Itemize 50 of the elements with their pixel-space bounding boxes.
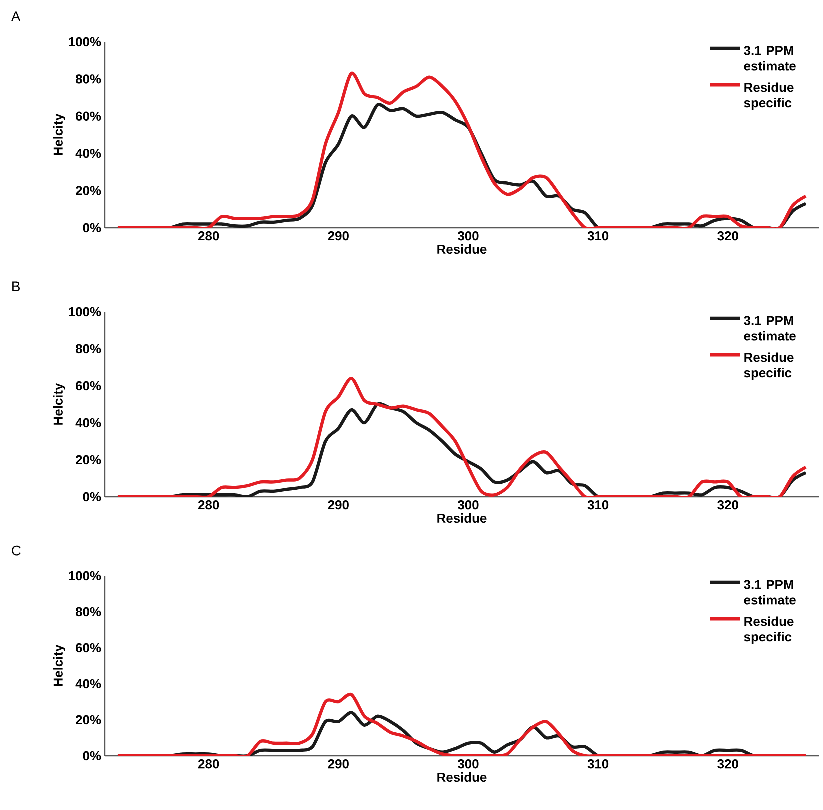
y-tick-label: 0%: [83, 492, 102, 502]
x-tick-label: 280: [198, 500, 220, 510]
legend-label: Residue specific: [744, 616, 794, 644]
x-axis-title: Residue: [438, 244, 487, 254]
x-axis-title: Residue: [438, 772, 487, 782]
x-tick-label: 300: [458, 760, 479, 769]
x-tick-label: 300: [458, 500, 479, 510]
legend-label: 3.1 PPM estimate: [744, 316, 796, 341]
x-tick-label: 280: [198, 760, 220, 769]
y-tick-label: 60%: [76, 381, 102, 391]
y-tick-label: 20%: [76, 455, 102, 465]
chart-title: A: [11, 12, 21, 22]
x-axis-title: Residue: [438, 514, 487, 524]
y-tick-label: 0%: [83, 223, 102, 233]
y-tick-label: 40%: [76, 149, 102, 158]
legend-label: Residue specific: [744, 82, 794, 110]
x-tick-label: 320: [718, 760, 738, 769]
x-tick-label: 320: [718, 500, 738, 510]
y-axis-title: Helcity: [53, 114, 66, 156]
x-tick-label: 300: [458, 232, 479, 241]
y-tick-label: 100%: [69, 571, 102, 581]
y-tick-label: 40%: [76, 679, 102, 689]
y-tick-label: 80%: [76, 74, 102, 84]
y-tick-label: 0%: [83, 751, 102, 761]
line-series: [116, 72, 808, 228]
y-tick-label: 20%: [76, 186, 102, 196]
x-tick-label: 290: [328, 232, 349, 241]
legend-label: 3.1 PPM estimate: [744, 580, 796, 605]
x-tick-label: 290: [328, 760, 349, 769]
line-series: [116, 693, 808, 756]
chart-title: B: [12, 282, 20, 292]
y-tick-label: 80%: [76, 344, 102, 354]
x-tick-label: 290: [328, 500, 349, 510]
y-tick-label: 60%: [76, 112, 102, 121]
x-tick-label: 320: [718, 232, 738, 241]
chart-title: C: [12, 546, 21, 556]
y-tick-label: 40%: [76, 418, 102, 428]
y-axis-title: Helcity: [53, 644, 66, 686]
y-tick-label: 20%: [76, 715, 102, 725]
y-axis-title: Helcity: [53, 383, 66, 425]
y-tick-label: 80%: [76, 607, 102, 617]
y-tick-label: 60%: [76, 643, 102, 653]
x-tick-label: 310: [588, 232, 609, 241]
legend-label: Residue specific: [744, 352, 794, 380]
legend-label: 3.1 PPM estimate: [744, 46, 796, 71]
y-tick-label: 100%: [69, 37, 102, 47]
x-tick-label: 310: [588, 760, 609, 769]
x-tick-label: 310: [588, 500, 609, 510]
y-tick-label: 100%: [69, 307, 102, 317]
x-tick-label: 280: [198, 232, 220, 241]
